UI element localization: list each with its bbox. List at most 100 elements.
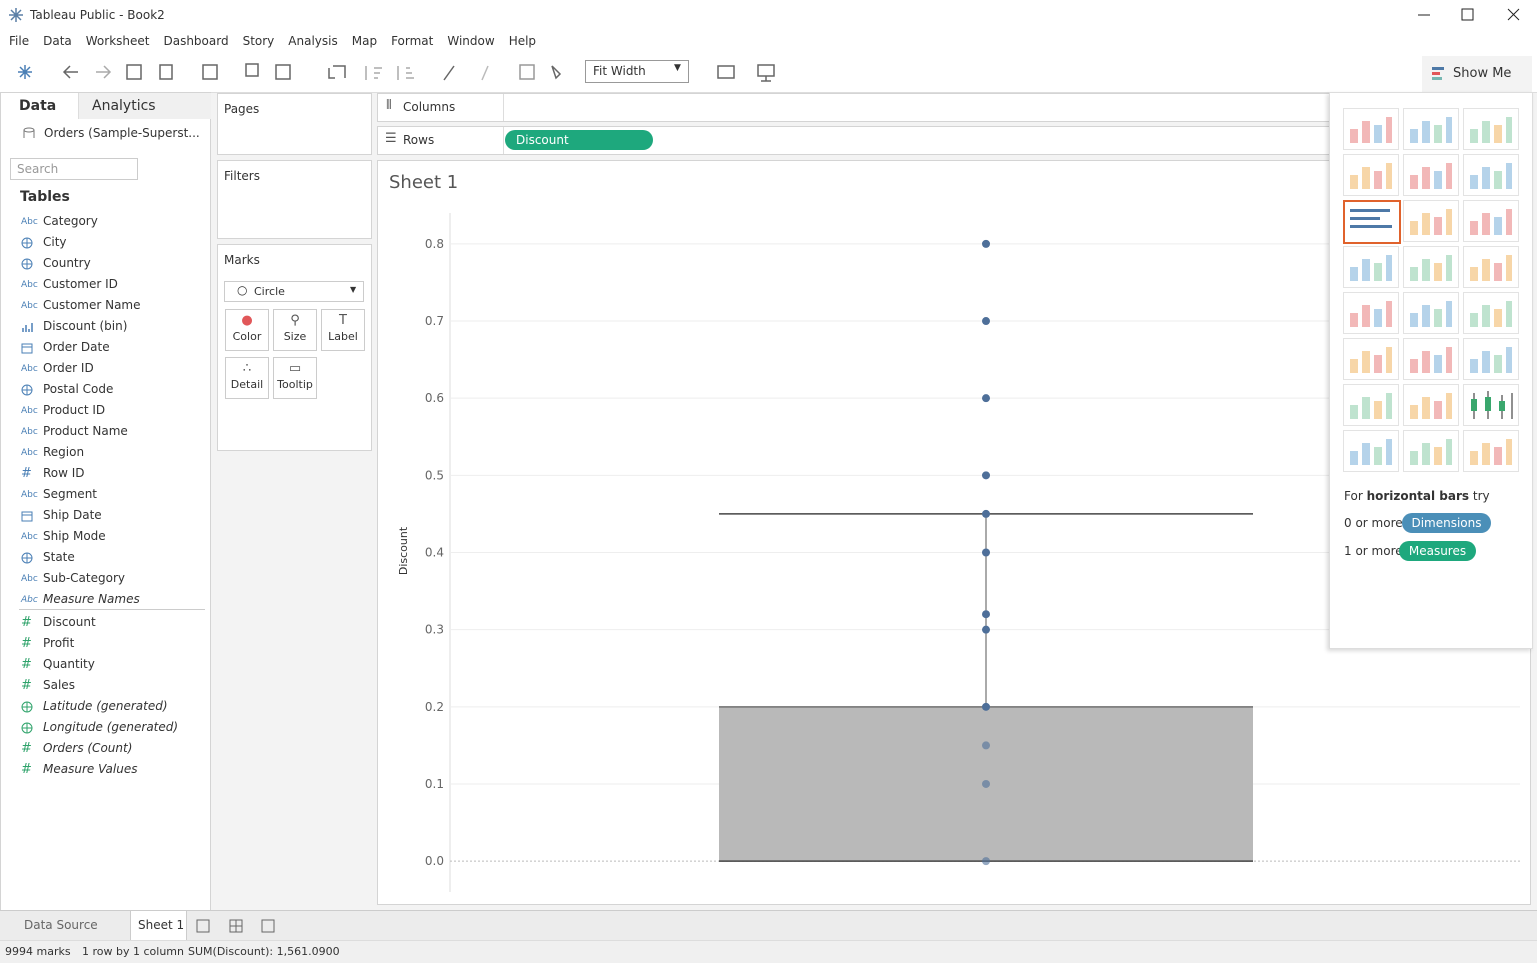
menu-item[interactable]: Worksheet	[85, 34, 150, 48]
field[interactable]: Latitude (generated)	[21, 696, 168, 716]
field[interactable]: Abc Category	[21, 211, 98, 231]
field-icon	[21, 343, 33, 353]
menu-item[interactable]: Format	[391, 34, 434, 48]
mark-button[interactable]: ▭ Tooltip	[273, 357, 317, 399]
chart-type-tile[interactable]	[1463, 154, 1519, 196]
chart-type-tile[interactable]	[1463, 338, 1519, 380]
chart-type-tile[interactable]	[1463, 430, 1519, 472]
chart-type-tile[interactable]	[1463, 200, 1519, 242]
field-icon: #	[21, 614, 32, 630]
field[interactable]: # Row ID	[21, 463, 85, 483]
mark-button-icon: ⚲	[290, 313, 300, 328]
tab-analytics[interactable]: Analytics	[78, 93, 211, 119]
field[interactable]: Country	[21, 253, 91, 273]
field[interactable]: # Orders (Count)	[21, 738, 132, 758]
mark-button-icon: T	[339, 313, 347, 328]
tile-icon	[1470, 439, 1512, 465]
mark-button[interactable]: ⚲ Size	[273, 309, 317, 351]
tile-icon	[1470, 347, 1512, 373]
tab-data[interactable]: Data	[1, 93, 78, 119]
show-me-button[interactable]: Show Me	[1422, 56, 1532, 92]
mark-circle-icon: ○	[237, 283, 248, 297]
sheet-tab-label: Sheet 1	[138, 918, 185, 932]
pages-card: Pages	[217, 93, 372, 155]
chart-type-tile[interactable]	[1403, 430, 1459, 472]
field[interactable]: Abc Customer Name	[21, 295, 141, 315]
marks-card: Marks ○ Circle ▼ ● Color ⚲ Size T Label ∴ Detai…	[217, 244, 372, 451]
chart-type-tile[interactable]	[1343, 200, 1401, 244]
menu-item[interactable]: Map	[351, 34, 378, 48]
chart-type-tile[interactable]	[1463, 246, 1519, 288]
field[interactable]: Postal Code	[21, 379, 113, 399]
chart-type-tile[interactable]	[1403, 384, 1459, 426]
field[interactable]: # Quantity	[21, 654, 95, 674]
field-name: Sales	[43, 678, 75, 692]
mark-button[interactable]: T Label	[321, 309, 365, 351]
chart-type-tile[interactable]	[1403, 108, 1459, 150]
tile-icon	[1350, 163, 1392, 189]
field[interactable]: Abc Ship Mode	[21, 526, 106, 546]
field-name: Product ID	[43, 403, 106, 417]
chart-type-tile[interactable]	[1343, 384, 1399, 426]
sheet-tabs: Data Source Sheet 1	[0, 910, 1537, 941]
y-tick-label: 0.1	[425, 777, 444, 791]
point	[982, 857, 990, 866]
fit-dropdown[interactable]: Fit Width ▼	[585, 60, 689, 83]
field[interactable]: Abc Sub-Category	[21, 568, 125, 588]
menu-item[interactable]: File	[9, 34, 30, 48]
field[interactable]: Abc Product Name	[21, 421, 128, 441]
chart-type-tile[interactable]	[1343, 292, 1399, 334]
chart-type-tile[interactable]	[1403, 246, 1459, 288]
show-me-icon	[1432, 67, 1444, 80]
chart-type-tile[interactable]	[1463, 384, 1519, 426]
chart-type-tile[interactable]	[1403, 292, 1459, 334]
field[interactable]: Abc Segment	[21, 484, 97, 504]
toolbar-icons[interactable]	[10, 60, 790, 86]
data-source[interactable]: Orders (Sample-Superst...	[44, 126, 200, 140]
sheet-tab[interactable]: Data Source	[0, 911, 131, 940]
menu-item[interactable]: Help	[508, 34, 537, 48]
source-icon	[23, 127, 35, 138]
field[interactable]: State	[21, 547, 75, 567]
field[interactable]: # Profit	[21, 633, 74, 653]
field[interactable]: Order Date	[21, 337, 110, 357]
field[interactable]: Longitude (generated)	[21, 717, 178, 737]
chart-type-tile[interactable]	[1343, 246, 1399, 288]
field[interactable]: City	[21, 232, 67, 252]
chart-type-tile[interactable]	[1463, 292, 1519, 334]
chart-type-tile[interactable]	[1343, 430, 1399, 472]
toolbar: Fit Width ▼ Show Me	[0, 52, 1537, 93]
chart-type-tile[interactable]	[1343, 108, 1399, 150]
chart-type-tile[interactable]	[1403, 154, 1459, 196]
sheet-tab[interactable]: Sheet 1	[131, 911, 187, 940]
chart-type-tile[interactable]	[1403, 338, 1459, 380]
field[interactable]: Abc Customer ID	[21, 274, 118, 294]
field[interactable]: Discount (bin)	[21, 316, 127, 336]
mark-type[interactable]: ○ Circle ▼	[224, 281, 364, 302]
menu-item[interactable]: Data	[43, 34, 72, 48]
field[interactable]: # Sales	[21, 675, 75, 695]
field[interactable]: Ship Date	[21, 505, 102, 525]
field[interactable]: Abc Region	[21, 442, 84, 462]
menu-item[interactable]: Analysis	[288, 34, 338, 48]
chart-type-tile[interactable]	[1403, 200, 1459, 242]
field[interactable]: Abc Measure Names	[21, 589, 140, 609]
mark-button[interactable]: ∴ Detail	[225, 357, 269, 399]
mark-button[interactable]: ● Color	[225, 309, 269, 351]
field[interactable]: # Measure Values	[21, 759, 137, 779]
field-icon: #	[21, 761, 32, 777]
window-controls[interactable]	[1410, 6, 1530, 24]
search-box[interactable]: Search	[10, 158, 138, 180]
new-sheet-icons[interactable]	[195, 918, 285, 936]
menu-item[interactable]: Window	[447, 34, 495, 48]
chart-type-tile[interactable]	[1463, 108, 1519, 150]
chart-type-tile[interactable]	[1343, 338, 1399, 380]
menu-item[interactable]: Story	[242, 34, 275, 48]
field[interactable]: Abc Order ID	[21, 358, 94, 378]
menu-item[interactable]: Dashboard	[163, 34, 229, 48]
field[interactable]: # Discount	[21, 612, 96, 632]
rows-pill[interactable]: Discount	[505, 130, 653, 150]
tile-icon	[1410, 301, 1452, 327]
field[interactable]: Abc Product ID	[21, 400, 105, 420]
chart-type-tile[interactable]	[1343, 154, 1399, 196]
